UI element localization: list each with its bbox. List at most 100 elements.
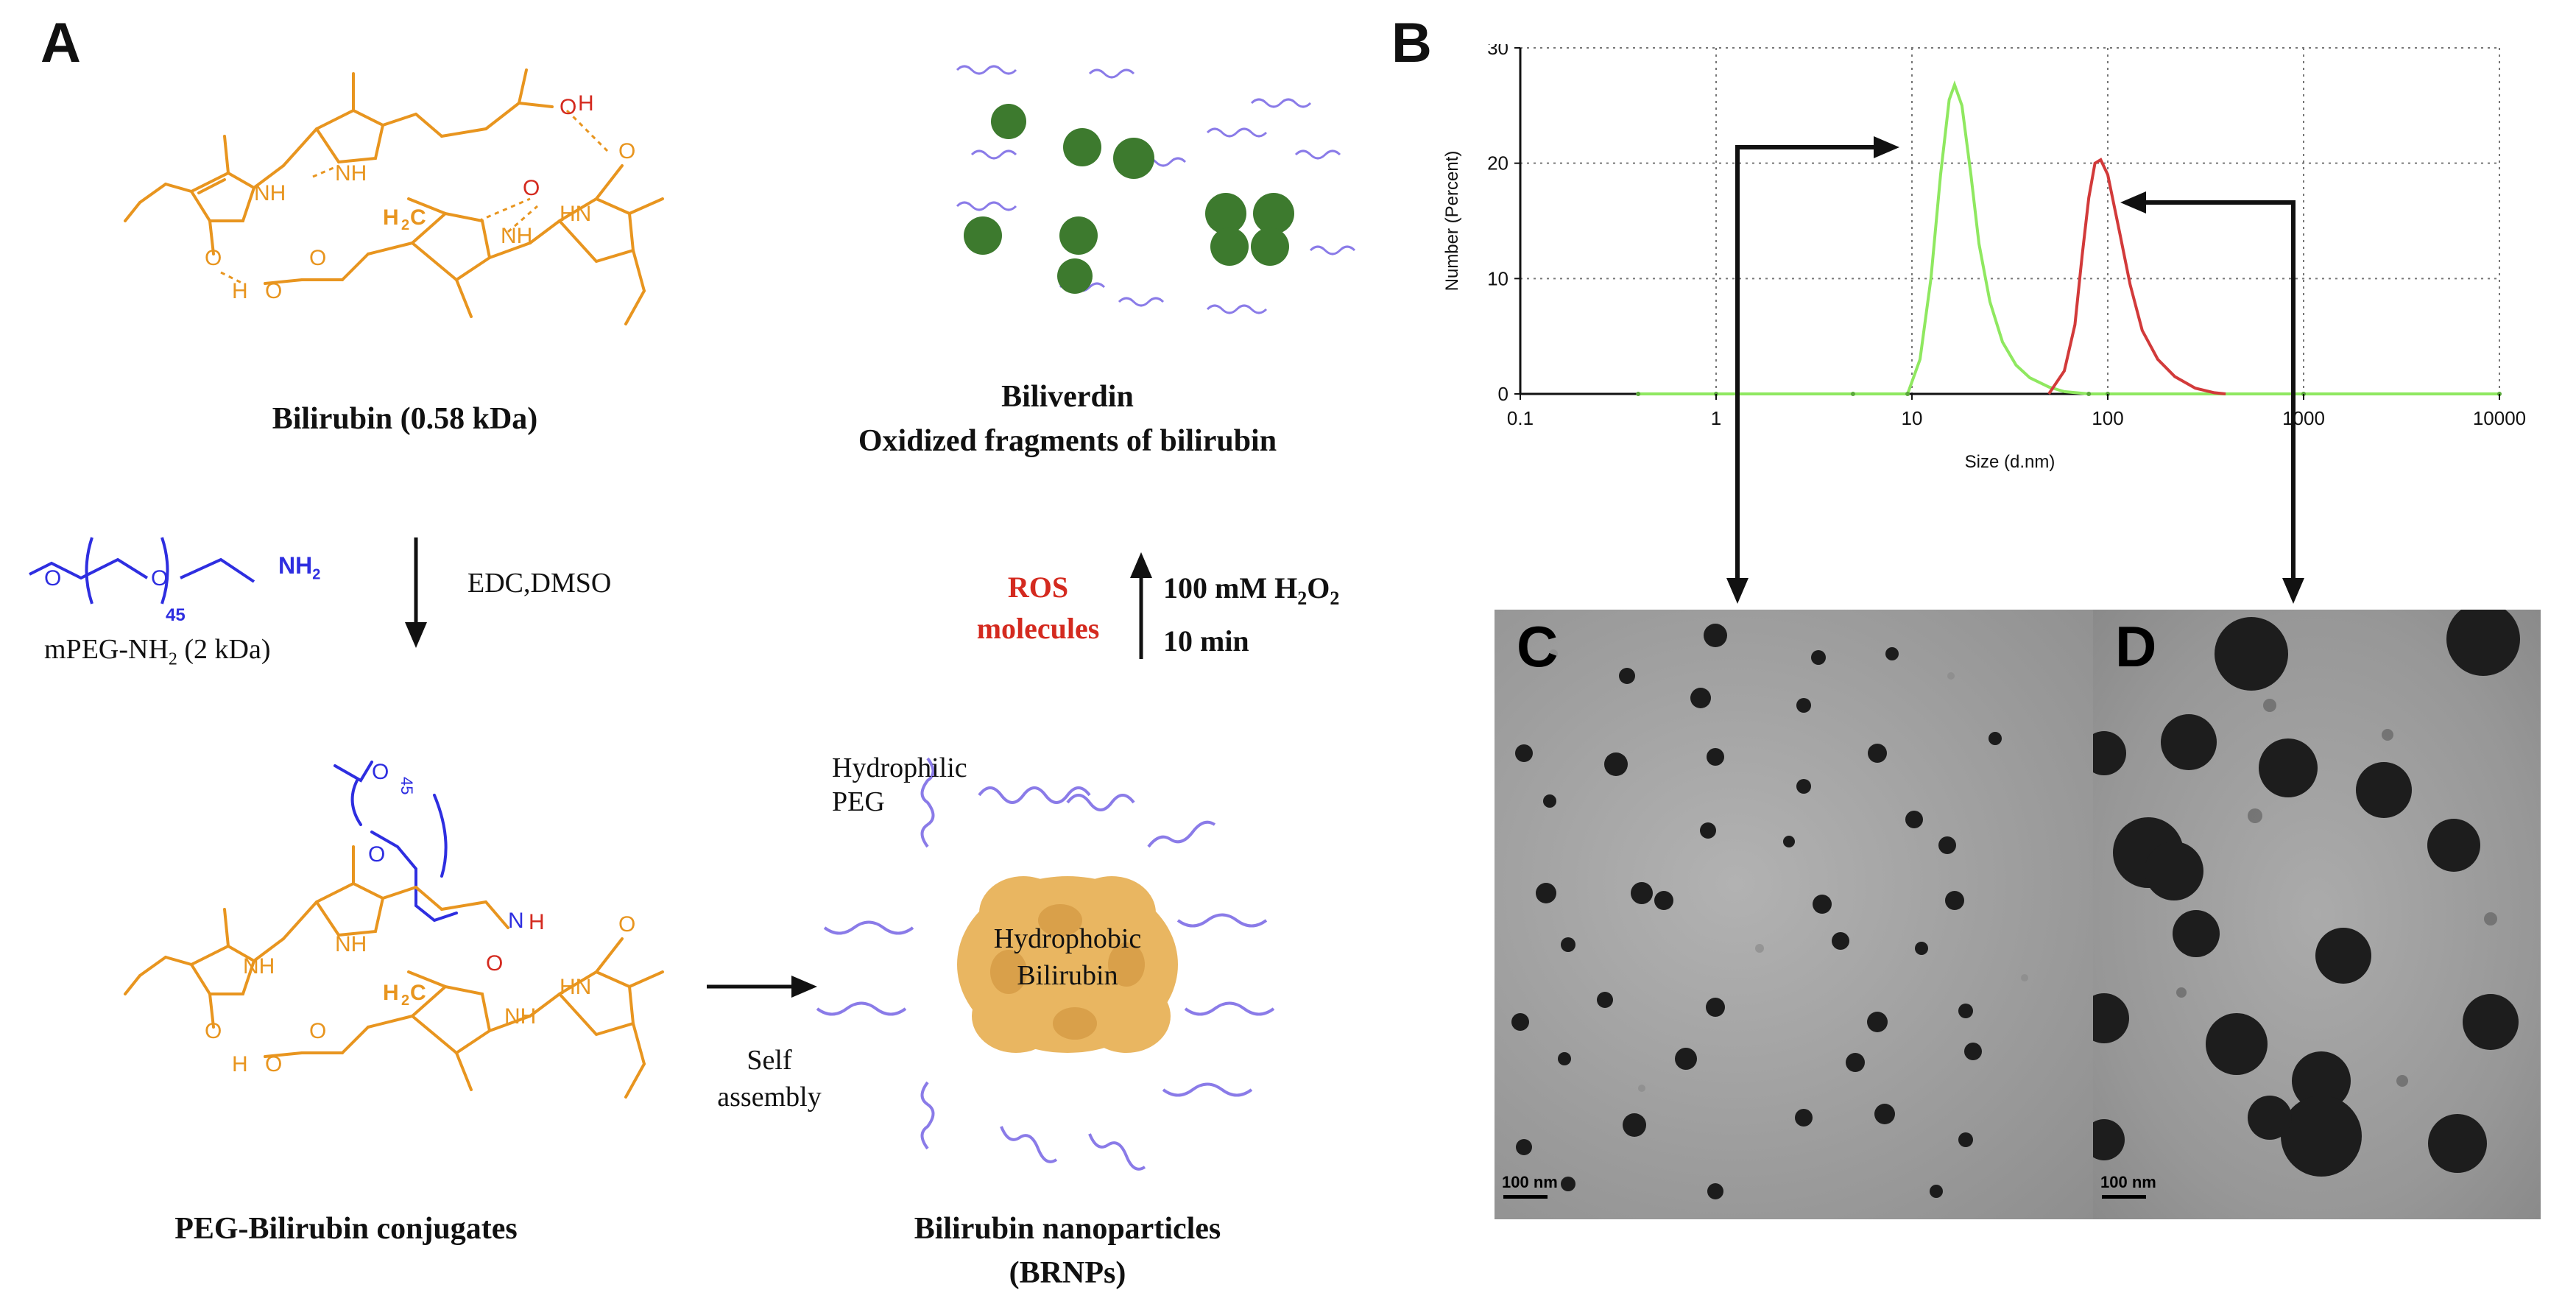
svg-text:O: O <box>486 951 503 976</box>
tem-image-c: C 100 nm <box>1495 610 2097 1219</box>
tem-d-particles <box>2093 610 2520 1199</box>
reaction-arrow-down <box>405 537 427 648</box>
svg-text:O: O <box>618 139 635 163</box>
svg-text:N: N <box>508 909 524 933</box>
tem-d-scalebar-label: 100 nm <box>2100 1173 2156 1191</box>
connector-arrows <box>1726 136 2304 604</box>
svg-text:NH: NH <box>254 181 286 205</box>
tem-c-particles <box>1503 624 2028 1199</box>
svg-text:O: O <box>523 176 540 200</box>
self-assembly-label-line-2: assembly <box>717 1082 822 1113</box>
bilirubin-structure <box>124 68 664 325</box>
chart-point <box>1636 392 1641 396</box>
chart-series-line-2 <box>2047 158 2226 395</box>
peg-bilirubin-structure: O O 45 N H <box>124 760 664 1099</box>
bilirubin-caption: Bilirubin (0.58 kDa) <box>272 402 538 436</box>
chart-point <box>2086 392 2092 396</box>
mpeg-structure <box>29 537 255 604</box>
chart-y-tick-label: 10 <box>1487 267 1508 289</box>
chart-series-line-1 <box>1638 80 2499 395</box>
reaction-reagents: EDC,DMSO <box>467 568 612 599</box>
svg-text:H: H <box>383 205 399 230</box>
svg-text:C: C <box>410 981 426 1005</box>
svg-text:O: O <box>265 279 282 303</box>
biliverdin-caption-line-2: Oxidized fragments of bilirubin <box>858 424 1277 458</box>
svg-text:H: H <box>383 981 399 1005</box>
chart-x-tick-label: 10 <box>1902 407 1923 429</box>
svg-text:45: 45 <box>398 777 416 794</box>
chart-x-tick-label: 10000 <box>2473 407 2526 429</box>
size-distribution-chart: 0.1 1 10 100 1000 10000 0 10 20 30 Size (d.nm) Nu… <box>1442 44 2526 472</box>
svg-text:O: O <box>618 912 635 937</box>
mpeg-caption: mPEG-NH2 (2 kDa) <box>44 634 271 669</box>
hydrophilic-label-line-2: PEG <box>832 786 885 817</box>
chart-y-axis-label: Number (Percent) <box>1442 151 1462 292</box>
hydrophobic-label-line-2: Bilirubin <box>1017 960 1118 991</box>
biliverdin-fragments <box>956 65 1356 314</box>
self-assembly-label-line-1: Self <box>747 1045 792 1076</box>
svg-text:O: O <box>309 246 326 270</box>
svg-text:C: C <box>410 205 426 230</box>
tem-image-d: D 100 nm <box>2093 610 2576 1219</box>
svg-text:HN: HN <box>560 202 591 226</box>
svg-text:H: H <box>529 910 545 934</box>
h2o2-time: 10 min <box>1163 624 1249 658</box>
mpeg-nh2-label: NH2 <box>278 552 321 583</box>
svg-text:NH: NH <box>243 954 275 979</box>
tem-d-scale-bar <box>2102 1195 2146 1199</box>
svg-text:NH: NH <box>335 161 367 186</box>
brnp-caption-line-1: Bilirubin nanoparticles <box>914 1212 1221 1246</box>
svg-text:H: H <box>232 1052 248 1076</box>
chart-x-tick-label: 100 <box>2092 407 2123 429</box>
conjugate-caption: PEG-Bilirubin conjugates <box>174 1212 518 1246</box>
tem-c-scale-bar <box>1503 1195 1548 1199</box>
hydrophobic-label-line-1: Hydrophobic <box>993 923 1142 954</box>
hydrophilic-label: Hydrophilic PEG <box>832 751 967 819</box>
panel-label-a: A <box>40 12 81 74</box>
h2o2-condition: 100 mM H2O2 10 min <box>1163 567 1339 663</box>
hydrophobic-label: Hydrophobic Bilirubin <box>979 920 1156 994</box>
svg-text:O: O <box>309 1019 326 1043</box>
svg-text:2: 2 <box>401 217 409 233</box>
svg-text:H: H <box>578 91 594 116</box>
tem-c-scalebar-label: 100 nm <box>1502 1173 1558 1191</box>
panel-label-b: B <box>1391 12 1432 74</box>
svg-text:O: O <box>560 95 576 119</box>
svg-text:HN: HN <box>560 975 591 999</box>
chart-x-tick-label: 1 <box>1711 407 1721 429</box>
chart-x-tick-label: 1000 <box>2282 407 2325 429</box>
chart-series <box>1636 80 2502 396</box>
svg-text:H: H <box>232 279 248 303</box>
chart-point <box>1850 392 1855 396</box>
self-assembly-arrow <box>707 976 817 998</box>
biliverdin-caption-line-1: Biliverdin <box>1001 380 1134 414</box>
chart-point <box>1905 392 1910 396</box>
nanoparticle-drawing <box>816 757 1275 1171</box>
chart-y-tick-label: 20 <box>1487 152 1508 174</box>
ros-label: ROS molecules <box>953 567 1123 649</box>
svg-text:O: O <box>372 760 389 784</box>
svg-text:2: 2 <box>401 993 409 1009</box>
svg-text:NH: NH <box>501 224 532 248</box>
svg-text:O: O <box>151 566 168 590</box>
self-assembly-label: Self assembly <box>707 1042 832 1115</box>
chart-x-tick-label: 0.1 <box>1507 407 1534 429</box>
hydrophilic-label-line-1: Hydrophilic <box>832 752 967 783</box>
svg-text:O: O <box>205 246 222 270</box>
chart-y-tick-label: 30 <box>1487 44 1508 59</box>
brnp-caption-line-2: (BRNPs) <box>1009 1256 1126 1290</box>
peg-repeat-count: 45 <box>166 605 186 625</box>
svg-text:O: O <box>205 1019 222 1043</box>
chart-x-axis-label: Size (d.nm) <box>1965 452 2055 472</box>
svg-text:O: O <box>265 1052 282 1076</box>
svg-text:NH: NH <box>335 932 367 956</box>
panel-label-c: C <box>1517 614 1559 679</box>
chart-tick-labels: 0.1 1 10 100 1000 10000 0 10 20 30 <box>1487 44 2526 429</box>
panel-label-d: D <box>2115 614 2157 679</box>
ros-arrow-up <box>1130 552 1152 659</box>
svg-text:O: O <box>368 842 385 867</box>
svg-text:O: O <box>44 566 61 590</box>
chart-y-tick-label: 0 <box>1498 383 1508 405</box>
ros-label-line-1: ROS <box>1007 571 1069 604</box>
